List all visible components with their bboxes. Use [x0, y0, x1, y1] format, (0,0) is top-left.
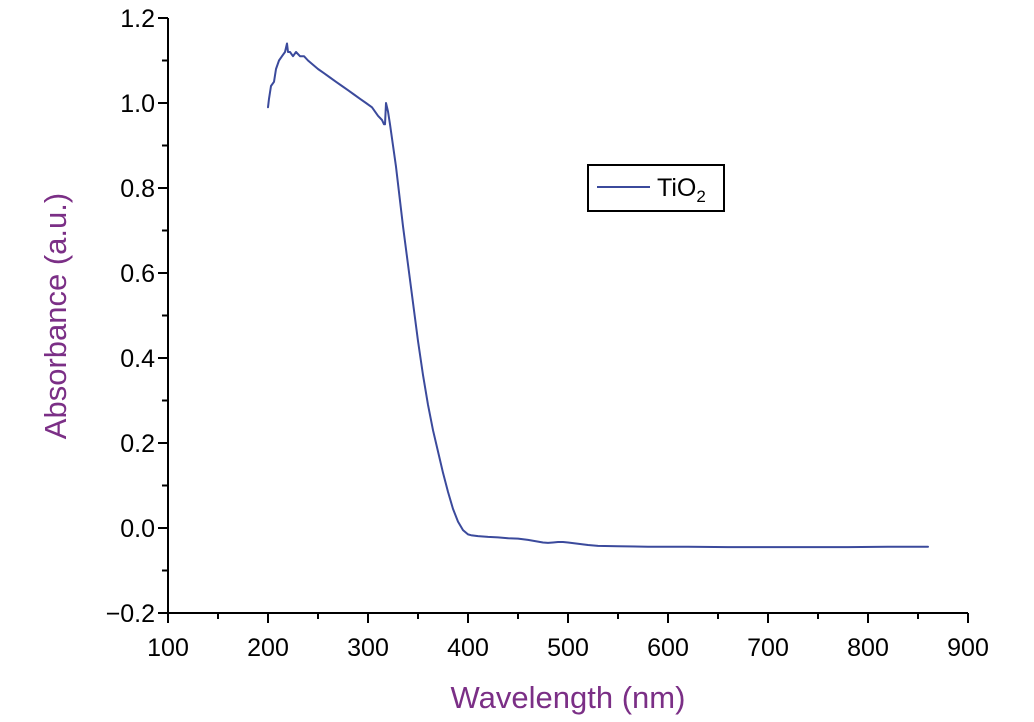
x-tick-label: 400: [447, 634, 489, 662]
x-tick-label: 200: [247, 634, 289, 662]
x-tick-label: 500: [547, 634, 589, 662]
x-tick-label: 800: [847, 634, 889, 662]
y-tick-label: 0.8: [120, 175, 155, 203]
tick-labels: 100 200 300 400 500 600 700 800 900 −0.2 0.0 0.2 0.4…: [106, 5, 989, 662]
legend-label: TiO2: [657, 174, 706, 206]
axes: [167, 18, 968, 614]
series-line-tio2: [267, 42, 929, 549]
x-axis-title: Wavelength (nm): [451, 680, 686, 715]
x-tick-label: 700: [747, 634, 789, 662]
legend-label-main: TiO: [657, 174, 696, 202]
y-tick-label: 0.4: [120, 345, 155, 373]
x-tick-label: 100: [147, 634, 189, 662]
ticks: [158, 17, 969, 623]
y-axis-title: Absorbance (a.u.): [38, 193, 73, 439]
y-tick-label: 1.0: [120, 90, 155, 118]
y-tick-label: −0.2: [106, 600, 155, 628]
y-tick-label: 1.2: [120, 5, 155, 33]
legend-label-subscript: 2: [696, 187, 705, 206]
y-tick-label: 0.0: [120, 515, 155, 543]
series-layer: [267, 42, 929, 549]
y-tick-label: 0.6: [120, 260, 155, 288]
x-tick-label: 600: [647, 634, 689, 662]
x-tick-label: 300: [347, 634, 389, 662]
y-tick-label: 0.2: [120, 430, 155, 458]
legend: TiO2: [587, 164, 725, 212]
x-tick-label: 900: [947, 634, 989, 662]
